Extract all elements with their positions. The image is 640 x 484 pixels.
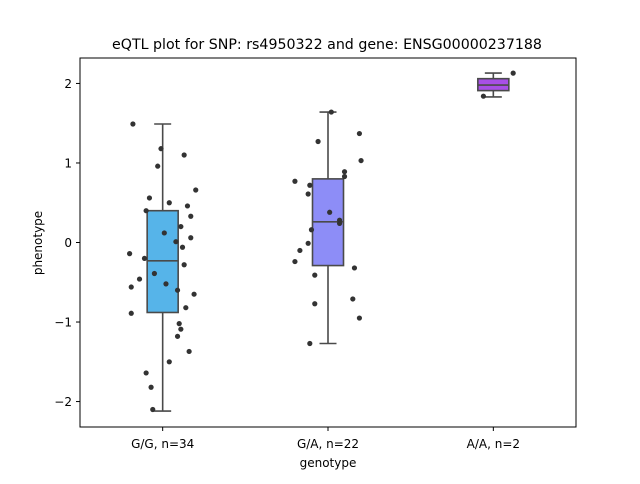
data-point (155, 163, 161, 169)
data-point (146, 195, 153, 201)
data-point (128, 284, 134, 290)
y-axis-label: phenotype (31, 211, 45, 275)
data-point (151, 270, 157, 277)
data-point (312, 272, 318, 278)
data-point (128, 310, 134, 316)
data-point (305, 240, 311, 246)
data-point (161, 230, 167, 236)
data-point (181, 262, 187, 268)
data-point (188, 213, 194, 219)
data-point (143, 370, 149, 376)
point-layer (127, 70, 516, 413)
data-point (176, 321, 182, 327)
data-point (297, 247, 303, 254)
x-tick-label: G/A, n=22 (297, 437, 359, 451)
data-point (350, 296, 356, 302)
data-point (356, 315, 363, 321)
data-point (136, 276, 143, 282)
data-point (480, 93, 487, 99)
data-point (305, 191, 311, 197)
data-point (148, 384, 154, 390)
data-point (341, 169, 348, 175)
data-point (307, 182, 313, 188)
data-point (158, 146, 164, 152)
data-point (166, 359, 172, 365)
data-point (184, 203, 191, 209)
data-point (327, 209, 333, 215)
data-point (351, 265, 358, 271)
data-point (328, 109, 334, 115)
data-point (336, 220, 343, 227)
data-point (141, 255, 148, 262)
y-tick-label: 0 (64, 236, 72, 250)
data-point (510, 70, 516, 76)
data-point (341, 173, 348, 180)
y-tick-label: −1 (54, 316, 72, 330)
x-axis: G/G, n=34 G/A, n=22 A/A, n=2 (131, 427, 520, 451)
data-point (166, 200, 172, 206)
data-point (308, 227, 315, 233)
x-tick-label: A/A, n=2 (467, 437, 520, 451)
data-point (174, 287, 181, 293)
data-point (163, 281, 169, 287)
y-tick-label: 2 (64, 77, 72, 91)
data-point (193, 187, 199, 193)
data-point (178, 326, 184, 332)
data-point (292, 178, 298, 184)
data-point (312, 301, 318, 307)
box-layer (146, 72, 510, 412)
chart-title: eQTL plot for SNP: rs4950322 and gene: E… (112, 37, 542, 53)
data-point (179, 244, 186, 250)
data-point (292, 258, 298, 265)
data-point (356, 130, 363, 137)
data-point (358, 157, 364, 164)
y-tick-label: 1 (64, 156, 72, 170)
data-point (307, 340, 313, 347)
data-point (315, 138, 321, 145)
data-point (143, 208, 149, 214)
data-point (173, 239, 179, 245)
data-point (183, 305, 189, 311)
y-axis: −2 −1 0 1 2 (54, 77, 80, 409)
data-point (188, 235, 194, 241)
data-point (150, 406, 156, 413)
data-point (191, 291, 197, 297)
x-tick-label: G/G, n=34 (131, 437, 194, 451)
data-point (186, 348, 192, 355)
data-point (174, 333, 181, 339)
data-point (178, 223, 184, 230)
data-point (127, 251, 133, 257)
data-point (130, 121, 136, 127)
x-axis-label: genotype (300, 456, 357, 470)
data-point (181, 152, 187, 158)
y-tick-label: −2 (54, 395, 72, 409)
